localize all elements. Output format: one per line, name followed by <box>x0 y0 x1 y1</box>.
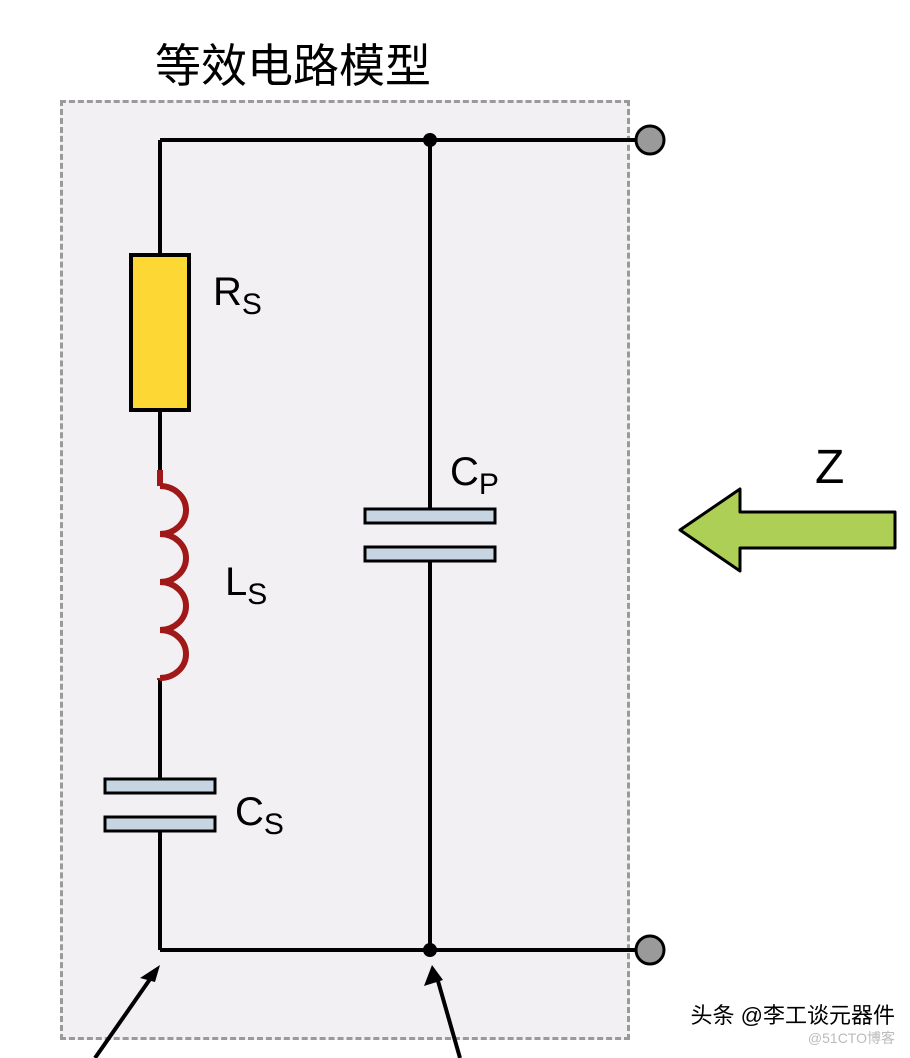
label-cs: CS <box>235 790 284 842</box>
capacitor-cp <box>365 509 495 561</box>
pointer-arrow-1 <box>95 965 160 1058</box>
inductor-ls <box>160 470 186 680</box>
label-rs: RS <box>213 270 262 322</box>
arrow-z <box>680 489 895 571</box>
label-z: Z <box>815 440 844 495</box>
label-ls: LS <box>225 560 267 612</box>
terminal-bottom <box>636 936 664 964</box>
circuit-svg <box>0 0 910 1058</box>
resistor-rs <box>131 255 189 410</box>
capacitor-cs <box>105 779 215 831</box>
label-cp: CP <box>450 450 499 502</box>
pointer-arrow-2 <box>424 965 460 1058</box>
terminal-top <box>636 126 664 154</box>
watermark-toutiao: 头条 @李工谈元器件 <box>691 998 895 1030</box>
watermark-51cto: @51CTO博客 <box>808 1028 895 1048</box>
